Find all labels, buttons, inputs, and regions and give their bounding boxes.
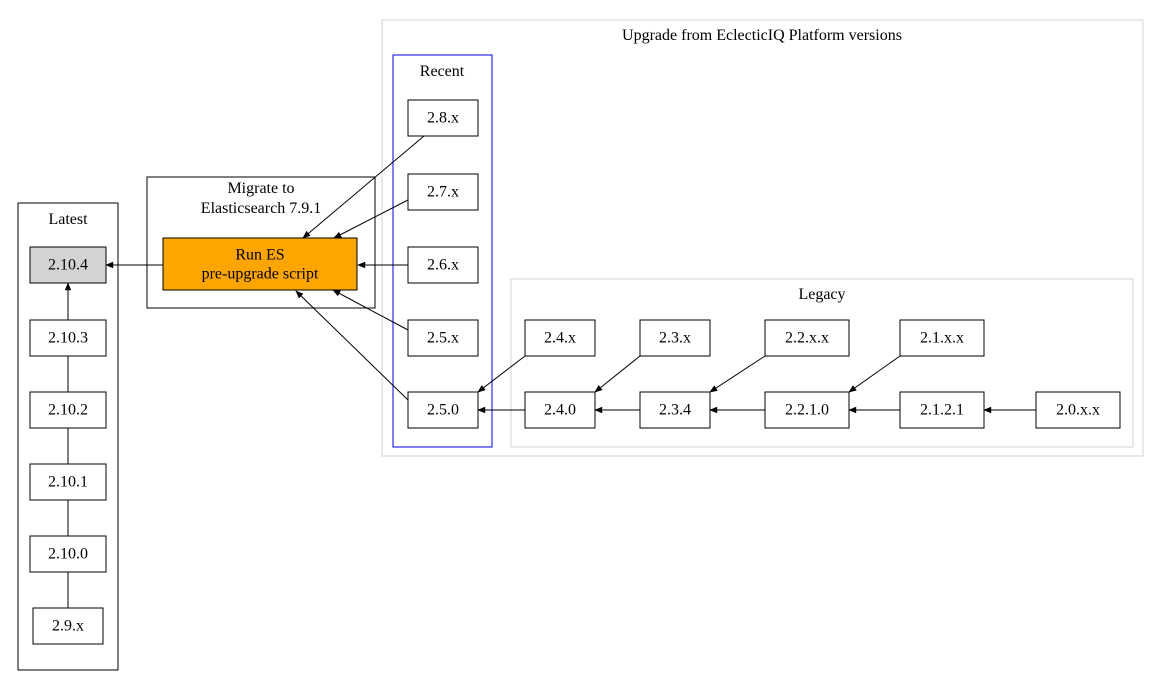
node-v2104: 2.10.4: [30, 247, 106, 283]
node-label-runes-line2: pre-upgrade script: [202, 266, 319, 283]
node-label-v29x: 2.9.x: [52, 618, 84, 635]
cluster-upgrade: [382, 20, 1143, 456]
node-v24x: 2.4.x: [525, 320, 595, 356]
node-label-v25x: 2.5.x: [427, 330, 459, 347]
cluster-title-migrate-line2: Elasticsearch 7.9.1: [201, 200, 321, 217]
node-label-v23x: 2.3.x: [659, 330, 691, 347]
node-label-v24x: 2.4.x: [544, 330, 576, 347]
node-label-v21xx: 2.1.x.x: [920, 330, 964, 347]
cluster-title-upgrade: Upgrade from EclecticIQ Platform version…: [622, 27, 902, 44]
node-v26x: 2.6.x: [408, 247, 478, 283]
node-v27x: 2.7.x: [408, 174, 478, 210]
node-label-v2100: 2.10.0: [48, 546, 88, 563]
node-label-v22xx: 2.2.x.x: [785, 330, 829, 347]
node-label-v250: 2.5.0: [427, 402, 459, 419]
edge-v25x-to-runes: [333, 290, 408, 330]
node-label-v27x: 2.7.x: [427, 184, 459, 201]
node-runes: Run ES pre-upgrade script: [163, 238, 357, 290]
node-label-v2101: 2.10.1: [48, 474, 88, 491]
node-v29x: 2.9.x: [33, 608, 103, 644]
node-v22xx: 2.2.x.x: [765, 320, 849, 356]
node-v2100: 2.10.0: [30, 536, 106, 572]
node-label-v2102: 2.10.2: [48, 402, 88, 419]
node-label-v2103: 2.10.3: [48, 330, 88, 347]
node-v234: 2.3.4: [640, 392, 710, 428]
node-label-v234: 2.3.4: [659, 402, 691, 419]
edge-v250-to-runes: [296, 291, 408, 400]
node-label-v20xx: 2.0.x.x: [1056, 402, 1100, 419]
cluster-title-recent: Recent: [420, 63, 465, 80]
node-v25x: 2.5.x: [408, 320, 478, 356]
node-label-v28x: 2.8.x: [427, 110, 459, 127]
node-v250: 2.5.0: [408, 392, 478, 428]
node-v23x: 2.3.x: [640, 320, 710, 356]
node-v2210: 2.2.1.0: [765, 392, 849, 428]
node-label-v2210: 2.2.1.0: [785, 402, 829, 419]
edge-v24x-to-v250: [478, 356, 525, 392]
node-v2121: 2.1.2.1: [900, 392, 984, 428]
node-v2101: 2.10.1: [30, 464, 106, 500]
cluster-title-latest: Latest: [48, 211, 88, 228]
node-label-v240: 2.4.0: [544, 402, 576, 419]
node-v20xx: 2.0.x.x: [1036, 392, 1120, 428]
node-v240: 2.4.0: [525, 392, 595, 428]
node-v2103: 2.10.3: [30, 320, 106, 356]
node-v2102: 2.10.2: [30, 392, 106, 428]
node-label-v2104: 2.10.4: [48, 257, 88, 274]
node-v21xx: 2.1.x.x: [900, 320, 984, 356]
node-label-v26x: 2.6.x: [427, 257, 459, 274]
node-label-v2121: 2.1.2.1: [920, 402, 964, 419]
upgrade-diagram: 2.10.4 2.10.3 2.10.2 2.10.1 2.10.0 2.9.x Run E…: [0, 0, 1161, 677]
cluster-title-legacy: Legacy: [798, 286, 845, 303]
cluster-title-migrate-line1: Migrate to: [227, 180, 294, 197]
node-label-runes-line1: Run ES: [235, 247, 284, 264]
edge-v22xx-to-v234: [710, 356, 765, 392]
edge-v23x-to-v240: [595, 356, 640, 392]
edge-v27x-to-runes: [334, 200, 408, 238]
edge-v21xx-to-v2210: [849, 356, 900, 392]
node-v28x: 2.8.x: [408, 100, 478, 136]
